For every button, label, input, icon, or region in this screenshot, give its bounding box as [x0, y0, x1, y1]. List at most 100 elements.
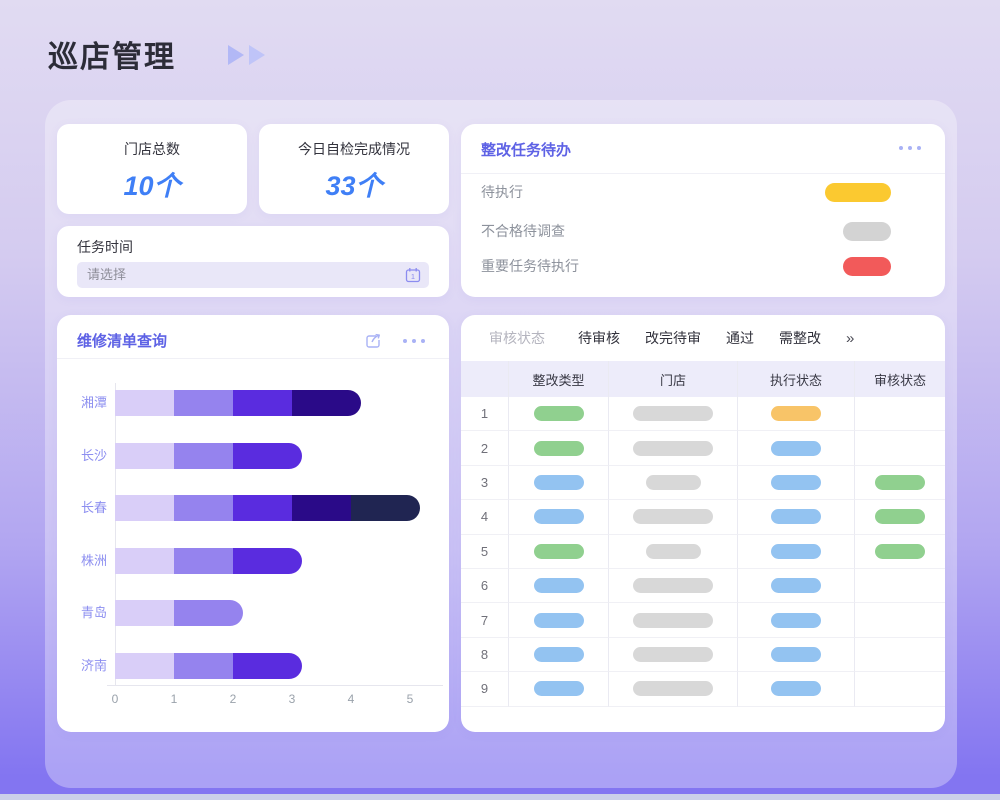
more-tabs-chevron-icon[interactable]: » [846, 329, 855, 347]
chart-bar-segment [174, 390, 233, 416]
review-status-cell [855, 500, 945, 535]
chart-x-axis-line [107, 685, 443, 686]
repair-list-card: 维修清单查询 湘潭 长沙 长春 株洲 青岛 济南 0 1 2 3 4 5 [57, 315, 449, 732]
chart-category-label: 株洲 [80, 552, 107, 568]
store-cell [609, 568, 738, 604]
todo-item: 待执行 [481, 180, 925, 204]
table-row: 2 [461, 431, 945, 466]
table-header-row: 整改类型 门店 执行状态 审核状态 [461, 361, 945, 397]
todo-item-label: 重要任务待执行 [481, 258, 579, 274]
exec-status-cell [738, 603, 855, 638]
divider [461, 173, 945, 174]
todo-card-title: 整改任务待办 [481, 142, 572, 159]
exec-status-pill [771, 578, 821, 594]
row-number-cell: 2 [461, 431, 509, 466]
row-number-cell: 3 [461, 465, 509, 501]
rectify-type-pill [533, 440, 584, 456]
table-row: 9 [461, 672, 945, 707]
rectify-type-pill [533, 646, 584, 662]
stat-card-store-total: 门店总数 10个 [57, 124, 247, 214]
exec-status-pill [771, 440, 821, 456]
exec-status-cell [738, 431, 855, 466]
store-cell [609, 431, 738, 466]
rectify-type-cell [509, 637, 609, 673]
chart-category-label: 长春 [80, 500, 107, 515]
ellipsis-menu-icon[interactable] [899, 146, 921, 150]
rectification-todo-card: 整改任务待办 待执行不合格待调查 重要任务待执行 [461, 124, 945, 297]
store-cell [609, 465, 738, 501]
chart-bar-segment [233, 495, 292, 521]
table-header-cell: 门店 [609, 361, 738, 397]
chart-bar-segment [233, 652, 302, 679]
chart-bar-segment [174, 652, 233, 679]
chart-x-tick-label: 4 [347, 692, 355, 706]
rectify-type-pill [533, 509, 584, 525]
todo-count-pill [843, 222, 891, 241]
chart-y-axis-line [115, 383, 116, 686]
row-number-cell: 7 [461, 603, 509, 638]
title-play-arrows-icon [228, 45, 265, 65]
chart-bar [115, 652, 302, 679]
chart-bar-segment [115, 652, 174, 679]
page-bottom-strip [0, 794, 1000, 800]
divider [57, 358, 449, 359]
rectify-type-cell [509, 603, 609, 638]
rectify-type-pill [533, 578, 584, 594]
row-number-cell: 8 [461, 637, 509, 673]
task-time-label: 任务时间 [77, 239, 133, 255]
ellipsis-menu-icon[interactable] [403, 339, 425, 343]
table-row: 8 [461, 637, 945, 673]
review-status-cell [855, 466, 945, 501]
store-cell [609, 637, 738, 673]
chart-bar-segment [174, 495, 233, 521]
exec-status-pill [771, 543, 821, 559]
play-arrow-icon [228, 45, 244, 65]
table-row: 4 [461, 500, 945, 535]
chart-category-label: 济南 [80, 657, 107, 673]
rectify-type-cell [509, 534, 609, 569]
page-title: 巡店管理 [48, 41, 176, 74]
repair-bar-chart: 湘潭 长沙 长春 株洲 青岛 济南 0 1 2 3 4 5 [57, 315, 449, 732]
export-icon[interactable] [363, 331, 383, 351]
chart-bar [115, 390, 361, 416]
chart-bar-segment [115, 390, 174, 416]
todo-item-label: 不合格待调查 [481, 223, 565, 239]
review-tab-通过[interactable]: 通过 [726, 330, 754, 346]
review-tab-待审核[interactable]: 待审核 [578, 330, 620, 346]
rectify-type-pill [533, 543, 584, 559]
exec-status-cell [738, 465, 855, 501]
chart-bar-segment [174, 442, 233, 469]
row-number-cell: 4 [461, 500, 509, 535]
review-tab-改完待审[interactable]: 改完待审 [645, 330, 701, 346]
chart-bar-segment [174, 547, 233, 574]
date-picker-placeholder: 请选择 [87, 267, 127, 282]
store-pill [645, 543, 701, 559]
rectify-type-cell [509, 465, 609, 501]
rectify-type-cell [509, 431, 609, 466]
exec-status-pill [771, 509, 821, 525]
todo-item: 重要任务待执行 [481, 254, 925, 278]
store-pill [633, 646, 713, 662]
table-row: 3 [461, 465, 945, 501]
store-pill [633, 440, 713, 456]
calendar-icon[interactable]: 1 [404, 266, 422, 284]
store-pill [633, 681, 713, 697]
review-tab-需整改[interactable]: 需整改 [779, 330, 821, 346]
task-time-date-picker[interactable]: 请选择 1 [77, 262, 429, 288]
store-cell [609, 500, 738, 535]
chart-bar-segment [292, 495, 351, 521]
chart-bar-segment [115, 600, 174, 626]
review-status-pill [875, 509, 925, 525]
stat-label: 今日自检完成情况 [298, 141, 410, 157]
chart-bar-segment [292, 390, 361, 416]
table-header-cell: 执行状态 [738, 361, 855, 397]
row-number-cell: 1 [461, 397, 509, 432]
table-header-index [461, 361, 509, 397]
stat-card-self-check: 今日自检完成情况 33个 [259, 124, 449, 214]
exec-status-cell [738, 500, 855, 535]
rectify-type-pill [533, 474, 584, 490]
